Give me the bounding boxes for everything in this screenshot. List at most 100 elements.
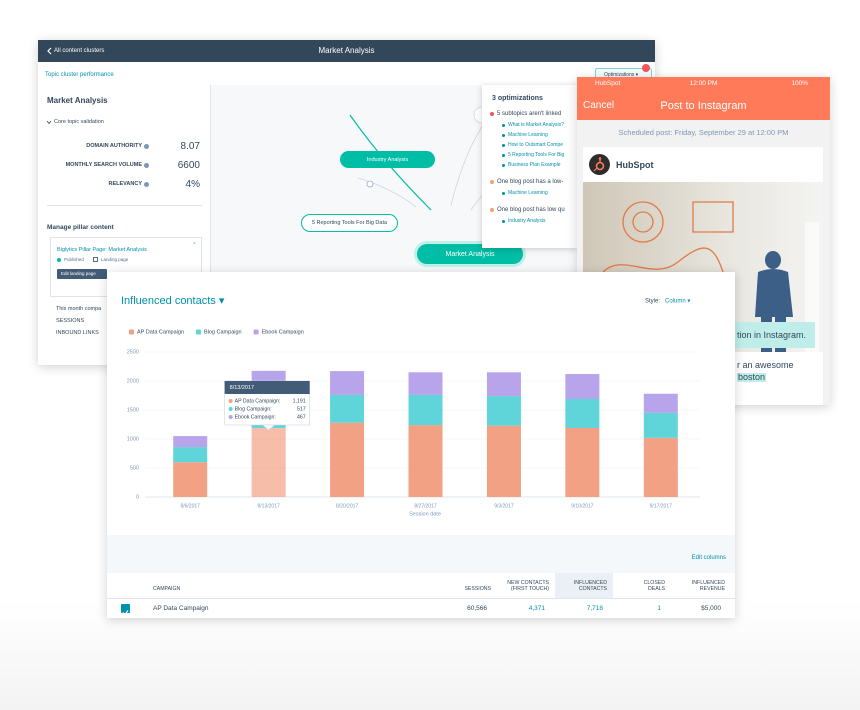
bar-segment[interactable] (330, 422, 365, 497)
legend-label[interactable]: Blog Campaign (204, 329, 242, 335)
stat-label: SESSIONS (56, 318, 85, 324)
optimization-link[interactable]: Industry Analysis (508, 218, 546, 224)
bar-segment[interactable] (330, 394, 365, 423)
bar-segment[interactable] (486, 425, 521, 497)
y-tick-label: 0 (136, 494, 139, 500)
caption-line: r an awesome (737, 360, 794, 370)
nav-bar: HubSpot 12:00 PM 100% Cancel Post to Ins… (577, 77, 830, 120)
column-header[interactable]: INFLUENCED REVENUE (691, 580, 725, 592)
column-header[interactable]: CLOSED DEALS (643, 580, 665, 592)
optimization-link[interactable]: Machine Learning (508, 132, 548, 138)
link-bullet (502, 164, 505, 167)
stat-label: INBOUND LINKS (56, 330, 99, 336)
subtopic-node[interactable]: Industry Analysis (340, 151, 435, 168)
campaign-text: This month compa (56, 306, 102, 312)
y-tick-label: 1500 (127, 407, 139, 413)
optimization-link[interactable]: Machine Learning (508, 190, 548, 196)
collapse-icon[interactable] (46, 120, 52, 125)
bar-segment[interactable] (486, 372, 521, 397)
bar-segment[interactable] (643, 412, 678, 438)
check-icon (122, 610, 129, 616)
legend-label[interactable]: AP Data Campaign (137, 329, 184, 335)
bar-segment[interactable] (251, 427, 286, 497)
column-header[interactable]: INFLUENCED CONTACTS (573, 580, 607, 592)
optimization-link[interactable]: How to Outsmart Compe (508, 142, 564, 148)
bar-segment[interactable] (408, 425, 443, 497)
bar-segment[interactable] (565, 398, 600, 428)
x-tick-label: 8/6/2017 (180, 503, 200, 509)
bar-segment[interactable] (408, 372, 443, 395)
page-icon (93, 257, 98, 262)
legend-label[interactable]: Ebook Campaign (262, 329, 304, 335)
close-icon[interactable]: × (193, 241, 196, 247)
status-carrier: HubSpot (595, 80, 621, 87)
table-cell: AP Data Campaign (153, 605, 209, 612)
table-cell[interactable]: 1 (657, 605, 661, 612)
pillar-title[interactable]: Biglytics Pillar Page: Market Analysis (57, 247, 147, 253)
notification-badge (642, 64, 650, 72)
table-cell: 60,566 (467, 605, 487, 612)
back-icon[interactable] (46, 47, 52, 55)
optimizations-button-label: Optimizations ▾ (604, 72, 639, 78)
pillar-status: Published (64, 257, 84, 262)
column-header[interactable]: SESSIONS (464, 586, 491, 592)
back-link[interactable]: All content clusters (54, 48, 105, 54)
subtopic-node[interactable]: 5 Reporting Tools For Big Data (301, 214, 398, 232)
bullet (490, 208, 494, 212)
table-toolbar: Edit columns (107, 535, 735, 573)
tooltip-value: 1,191 (293, 398, 306, 404)
x-tick-label: 9/17/2017 (650, 503, 672, 509)
optimization-link[interactable]: 5 Reporting Tools For Big (508, 152, 565, 158)
row-checkbox[interactable] (121, 604, 130, 616)
optimization-link[interactable]: What is Market Analysis? (508, 122, 564, 128)
optimization-link[interactable]: Business Plan Example (508, 162, 561, 168)
app-header: All content clusters Market Analysis (38, 40, 655, 62)
style-value[interactable]: Column ▾ (665, 299, 690, 305)
header-highlight (555, 573, 613, 598)
bar-segment[interactable] (643, 393, 678, 413)
hubspot-logo (593, 157, 605, 172)
table-cell: $5,000 (701, 605, 721, 612)
metric-label: DOMAIN AUTHORITY (86, 143, 142, 149)
tooltip-name: AP Data Campaign: (235, 398, 281, 404)
chart-title[interactable]: Influenced contacts ▾ (121, 295, 225, 307)
tooltip-pointer (261, 424, 276, 431)
x-tick-label: 8/13/2017 (258, 503, 280, 509)
metric-label: MONTHLY SEARCH VOLUME (65, 162, 142, 168)
app-title: Market Analysis (318, 46, 375, 55)
metric-value: 6600 (177, 160, 200, 171)
bar-segment[interactable] (173, 447, 208, 463)
column-header[interactable]: CAMPAIGN (153, 586, 181, 592)
bar-segment[interactable] (486, 396, 521, 426)
x-tick-label: 9/3/2017 (494, 503, 514, 509)
bar-segment[interactable] (565, 427, 600, 497)
optimization-text: One blog post has a low- (497, 179, 564, 185)
subnav-link[interactable]: Topic cluster performance (45, 72, 114, 78)
bar-segment[interactable] (173, 462, 208, 497)
edit-landing-page-button[interactable]: Edit landing page (57, 269, 107, 279)
cancel-button[interactable]: Cancel (583, 100, 615, 111)
bar-segment[interactable] (408, 394, 443, 426)
y-tick-label: 500 (130, 465, 139, 471)
column-header[interactable]: NEW CONTACTS (FIRST TOUCH) (507, 580, 549, 592)
table-cell[interactable]: 7,718 (586, 605, 603, 612)
optimizations-panel: 3 optimizations 5 subtopics aren't linke… (482, 85, 577, 248)
bar-segment[interactable] (643, 437, 678, 497)
bar-segment[interactable] (173, 436, 208, 448)
tooltip-name: Ebook Campaign: (235, 414, 276, 420)
edit-columns-link[interactable]: Edit columns (691, 555, 726, 561)
info-icon (144, 181, 149, 187)
status-dot (57, 258, 61, 262)
link-handle[interactable] (366, 180, 374, 188)
bar-segment[interactable] (330, 371, 365, 395)
legend-swatch (253, 329, 259, 335)
caption-overlay-text: tion in Instagram. (737, 330, 807, 340)
link-bullet (502, 134, 505, 137)
pillar-node[interactable]: Market Analysis (417, 244, 523, 264)
legend-swatch (129, 329, 134, 335)
table-cell[interactable]: 4,371 (528, 605, 545, 612)
metric-value: 4% (185, 179, 200, 190)
x-tick-label: 8/27/2017 (414, 503, 436, 509)
cluster-link (450, 119, 487, 206)
bar-segment[interactable] (565, 374, 600, 399)
